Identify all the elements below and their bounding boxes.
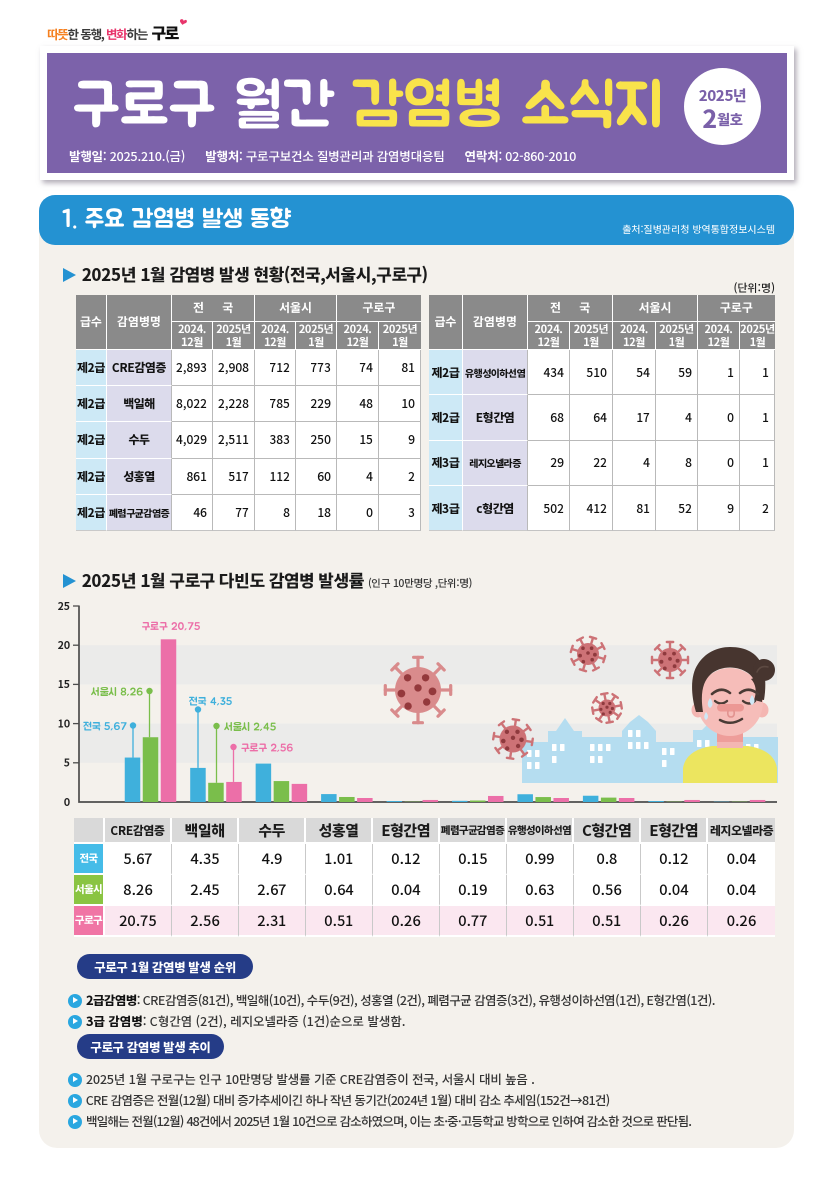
svg-text:25: 25 — [58, 599, 70, 614]
svg-text:서울시 2,45: 서울시 2,45 — [224, 722, 276, 734]
svg-text:구로구 2,56: 구로구 2,56 — [241, 743, 293, 755]
svg-text:전국 5,67: 전국 5,67 — [82, 721, 127, 733]
svg-text:0: 0 — [64, 795, 71, 810]
svg-text:20: 20 — [58, 638, 71, 653]
svg-text:서울시 8,26: 서울시 8,26 — [91, 687, 143, 699]
svg-text:전국 4,35: 전국 4,35 — [188, 696, 232, 708]
svg-text:5: 5 — [64, 756, 70, 771]
svg-text:10: 10 — [58, 716, 71, 731]
svg-text:15: 15 — [58, 677, 70, 692]
svg-text:구로구 20,75: 구로구 20,75 — [142, 621, 201, 633]
